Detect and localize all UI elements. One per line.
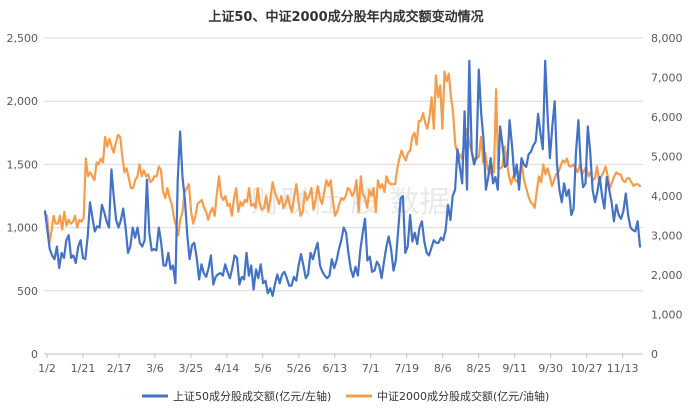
- x-tick-label: 10/27: [571, 362, 603, 375]
- left-axis: 0 500 1,000 1,500 2,000 2,500: [7, 32, 39, 361]
- x-tick-label: 7/19: [394, 362, 419, 375]
- right-tick-label: 0: [651, 348, 658, 361]
- right-tick-label: 6,000: [651, 111, 683, 124]
- x-tick-label: 1/21: [71, 362, 96, 375]
- chart-title: 上证50、中证2000成分股年内成交额变动情况: [208, 9, 483, 25]
- x-tick-label: 1/2: [38, 362, 56, 375]
- right-tick-label: 7,000: [651, 72, 683, 85]
- series-line-csi2000: [43, 70, 642, 245]
- x-tick-label: 5/26: [286, 362, 311, 375]
- x-tick-label: 5/6: [254, 362, 272, 375]
- left-tick-label: 500: [17, 285, 38, 298]
- x-tick-label: 3/6: [146, 362, 164, 375]
- left-tick-label: 2,000: [7, 95, 39, 108]
- right-tick-label: 5,000: [651, 151, 683, 164]
- right-tick-label: 3,000: [651, 230, 683, 243]
- left-tick-label: 2,500: [7, 32, 39, 45]
- right-tick-label: 1,000: [651, 309, 683, 322]
- x-tick-label: 8/25: [466, 362, 491, 375]
- right-tick-label: 4,000: [651, 190, 683, 203]
- series-line-sse50: [43, 59, 642, 297]
- x-tick-label: 9/11: [502, 362, 527, 375]
- x-tick-label: 4/14: [215, 362, 240, 375]
- x-tick-label: 2/17: [107, 362, 132, 375]
- right-tick-label: 8,000: [651, 32, 683, 45]
- x-tick-label: 7/1: [362, 362, 380, 375]
- series-lines: [43, 59, 642, 297]
- right-axis: 0 1,000 2,000 3,000 4,000 5,000 6,000 7,000 8,00…: [651, 32, 683, 361]
- left-tick-label: 1,000: [7, 222, 39, 235]
- legend-label-csi2000: 中证2000成分股成交额(亿元/油轴): [377, 389, 549, 403]
- x-tick-label: 3/25: [179, 362, 204, 375]
- x-tick-label: 9/30: [538, 362, 563, 375]
- x-tick-label: 6/13: [322, 362, 347, 375]
- x-tick-label: 11/13: [607, 362, 639, 375]
- right-tick-label: 2,000: [651, 269, 683, 282]
- legend: 上证50成分股成交额(亿元/左轴) 中证2000成分股成交额(亿元/油轴): [142, 389, 549, 403]
- left-tick-label: 1,500: [7, 158, 39, 171]
- x-tick-label: 8/6: [434, 362, 452, 375]
- x-axis: 1/2 1/21 2/17 3/6 3/25 4/14 5/6 5/26 6/13 7/1 7/19…: [38, 353, 643, 375]
- legend-label-sse50: 上证50成分股成交额(亿元/左轴): [173, 389, 331, 403]
- left-tick-label: 0: [31, 348, 38, 361]
